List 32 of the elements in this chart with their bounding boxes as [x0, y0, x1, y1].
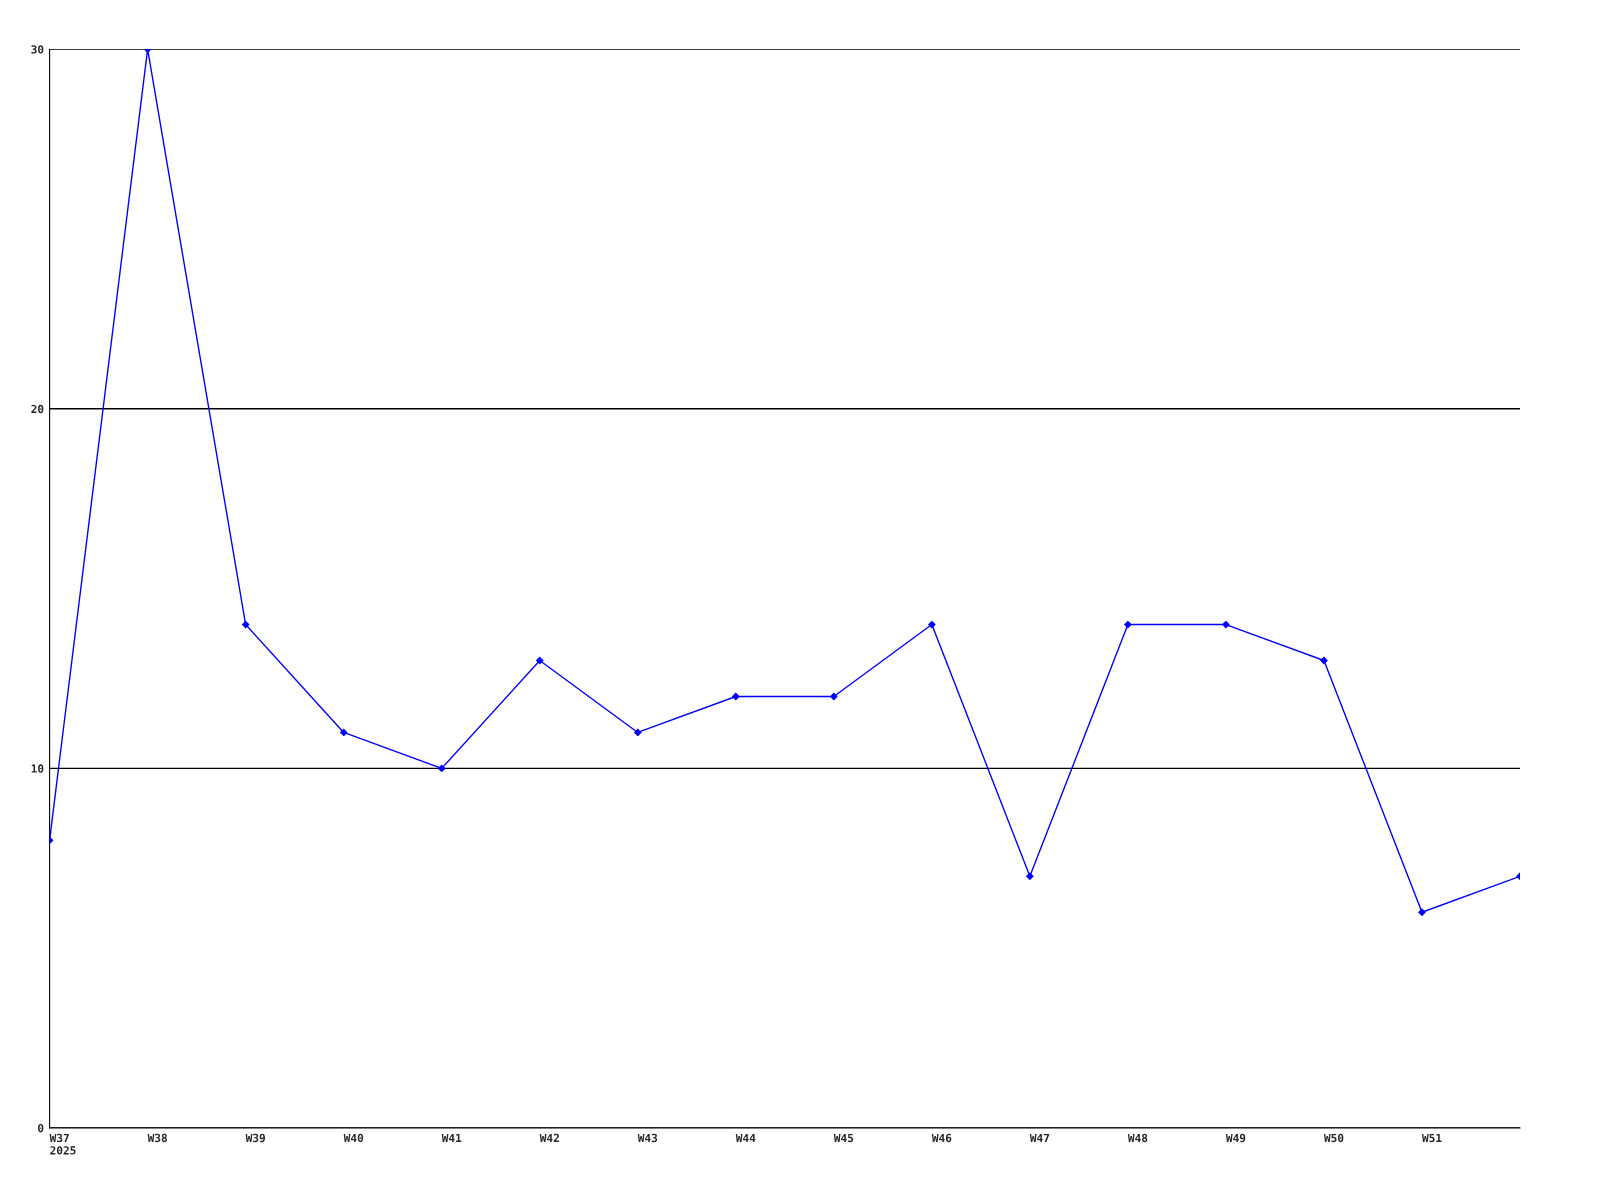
- point: [1026, 872, 1034, 880]
- point: [242, 620, 250, 629]
- point: [1124, 620, 1132, 629]
- point: [536, 656, 544, 665]
- x-tick-label: W43: [637, 1133, 658, 1143]
- x-tick-label: W38: [147, 1133, 167, 1143]
- x-tick-label: W46: [931, 1133, 952, 1143]
- x-tick-label: W44: [735, 1133, 756, 1142]
- point: [438, 764, 446, 773]
- point: [1222, 620, 1230, 629]
- y-tick-label: 0: [38, 1123, 44, 1133]
- y-tick-label: 10: [31, 764, 44, 773]
- x-tick-label: W49: [1225, 1133, 1246, 1143]
- point: [1418, 908, 1426, 916]
- x-tick-label: W48: [1127, 1133, 1148, 1143]
- x-tick-label: W47: [1029, 1133, 1050, 1142]
- point: [830, 692, 838, 701]
- x-tick-label: W37 2025: [49, 1133, 76, 1155]
- x-tick-label: W39: [245, 1133, 266, 1143]
- point: [732, 692, 740, 701]
- point: [928, 620, 936, 629]
- x-tick-label: W42: [539, 1133, 559, 1142]
- y-tick-label: 30: [31, 45, 44, 54]
- point: [634, 728, 642, 737]
- x-tick-label: W50: [1323, 1133, 1344, 1143]
- y-tick-label: 20: [31, 404, 44, 414]
- point: [1320, 656, 1328, 665]
- x-tick-label: W41: [441, 1133, 462, 1142]
- x-tick-label: W40: [343, 1133, 364, 1143]
- x-tick-label: W51: [1421, 1133, 1442, 1143]
- x-tick-label: W45: [833, 1133, 854, 1143]
- point: [340, 728, 348, 737]
